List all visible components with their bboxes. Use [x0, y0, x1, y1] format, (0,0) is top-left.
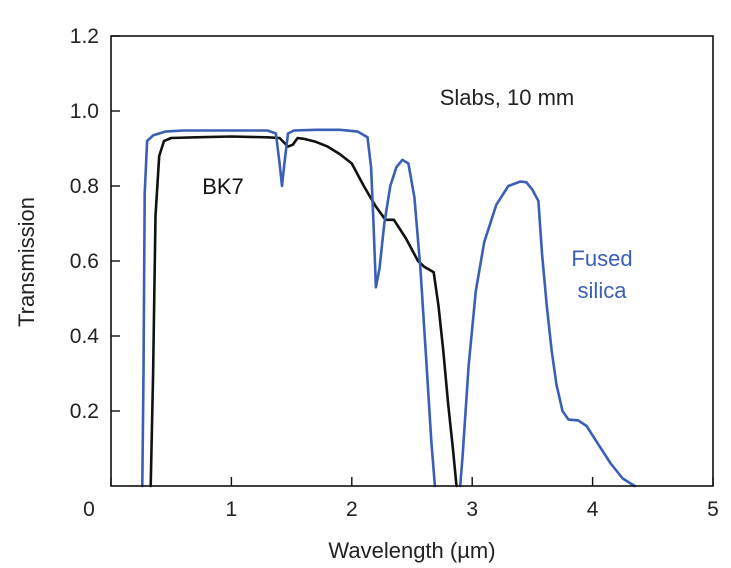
plot-frame [110, 35, 714, 487]
x-axis-tick-labels: 0 1 2 3 4 5 [83, 498, 719, 521]
y-tick-label: 1.2 [70, 25, 99, 48]
x-tick-label: 3 [466, 498, 478, 521]
y-tick-label: 0.2 [70, 400, 99, 423]
annotation-silica: silica [578, 278, 628, 303]
y-axis-ticks [111, 35, 120, 412]
y-tick-label: 0.8 [70, 175, 99, 198]
y-axis-tick-labels: 0.2 0.4 0.6 0.8 1.0 1.2 [70, 25, 100, 423]
x-tick-label: 0 [83, 498, 95, 521]
annotation-fused: Fused [571, 246, 632, 271]
y-tick-label: 0.4 [70, 325, 100, 348]
y-axis-title: Transmission [14, 197, 39, 327]
x-tick-label: 4 [587, 498, 599, 521]
x-tick-label: 2 [346, 498, 358, 521]
series-line-bk7 [149, 135, 458, 488]
series-line-fused-silica [141, 128, 636, 488]
annotation-bk7: BK7 [202, 174, 244, 199]
y-tick-label: 0.6 [70, 250, 99, 273]
annotation-slabs: Slabs, 10 mm [440, 85, 575, 110]
series-layer [141, 128, 636, 488]
x-tick-label: 5 [707, 498, 719, 521]
y-tick-label: 1.0 [70, 100, 99, 123]
x-tick-label: 1 [226, 498, 238, 521]
x-axis-title: Wavelength (µm) [328, 538, 495, 563]
